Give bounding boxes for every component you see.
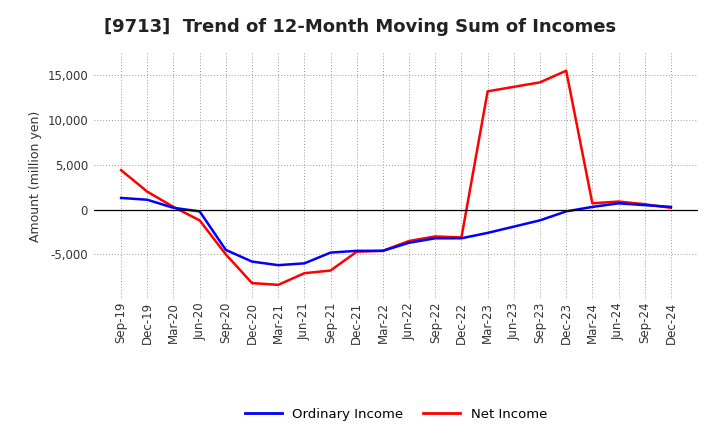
Ordinary Income <box>326 250 335 255</box>
Net Income <box>588 201 597 206</box>
Ordinary Income <box>169 205 178 210</box>
Ordinary Income <box>510 224 518 229</box>
Y-axis label: Amount (million yen): Amount (million yen) <box>29 110 42 242</box>
Net Income <box>405 238 413 244</box>
Ordinary Income <box>431 236 440 241</box>
Net Income <box>143 189 152 194</box>
Net Income <box>274 282 282 287</box>
Ordinary Income <box>640 202 649 208</box>
Net Income <box>457 235 466 240</box>
Ordinary Income <box>143 197 152 202</box>
Ordinary Income <box>588 204 597 209</box>
Net Income <box>248 280 256 286</box>
Text: [9713]  Trend of 12-Month Moving Sum of Incomes: [9713] Trend of 12-Month Moving Sum of I… <box>104 18 616 36</box>
Net Income <box>667 205 675 210</box>
Net Income <box>117 168 125 173</box>
Net Income <box>510 84 518 89</box>
Ordinary Income <box>614 201 623 206</box>
Net Income <box>352 249 361 254</box>
Net Income <box>300 271 309 276</box>
Ordinary Income <box>248 259 256 264</box>
Net Income <box>640 202 649 207</box>
Ordinary Income <box>667 204 675 209</box>
Ordinary Income <box>562 209 570 214</box>
Net Income <box>222 252 230 257</box>
Net Income <box>614 199 623 204</box>
Ordinary Income <box>195 209 204 214</box>
Ordinary Income <box>379 248 387 253</box>
Ordinary Income <box>352 248 361 253</box>
Ordinary Income <box>117 195 125 201</box>
Net Income <box>562 68 570 73</box>
Line: Net Income: Net Income <box>121 71 671 285</box>
Ordinary Income <box>483 230 492 235</box>
Ordinary Income <box>405 240 413 246</box>
Ordinary Income <box>222 247 230 253</box>
Ordinary Income <box>536 218 544 223</box>
Net Income <box>431 234 440 239</box>
Ordinary Income <box>300 261 309 266</box>
Legend: Ordinary Income, Net Income: Ordinary Income, Net Income <box>245 408 547 421</box>
Ordinary Income <box>274 263 282 268</box>
Net Income <box>536 80 544 85</box>
Net Income <box>379 248 387 253</box>
Net Income <box>483 89 492 94</box>
Net Income <box>195 218 204 223</box>
Net Income <box>326 268 335 273</box>
Line: Ordinary Income: Ordinary Income <box>121 198 671 265</box>
Net Income <box>169 204 178 209</box>
Ordinary Income <box>457 236 466 241</box>
